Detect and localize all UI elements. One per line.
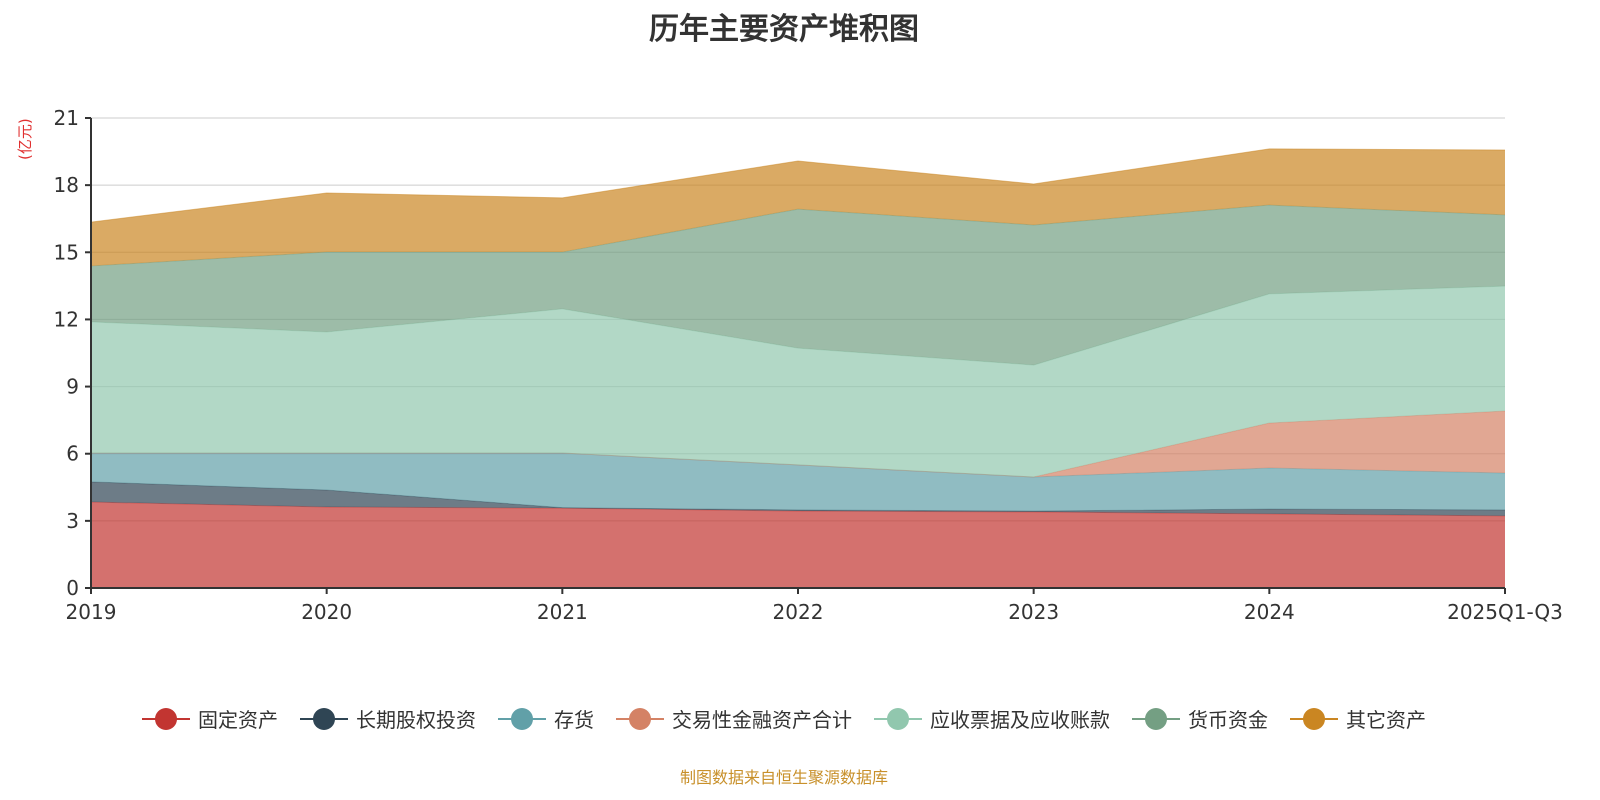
x-tick-label: 2024 (1244, 600, 1295, 624)
legend-item[interactable]: 应收票据及应收账款 (874, 704, 1110, 733)
legend-marker-icon (142, 707, 190, 731)
legend-label: 固定资产 (198, 708, 278, 732)
series-line-6 (90, 148, 1506, 223)
legend-item[interactable]: 货币资金 (1132, 704, 1268, 733)
y-tick-label: 18 (54, 173, 79, 197)
area-1 (91, 481, 1505, 516)
area-2 (91, 453, 1505, 512)
area-6 (91, 148, 1505, 266)
legend-marker-icon (300, 707, 348, 731)
legend-label: 应收票据及应收账款 (930, 708, 1110, 732)
legend-item[interactable]: 其它资产 (1290, 704, 1426, 733)
area-0 (91, 502, 1505, 588)
y-tick-label: 6 (66, 442, 79, 466)
legend-marker-icon (874, 707, 922, 731)
legend: 固定资产 长期股权投资 存货 交易性金融资产合计 应收票据及应收账款 货币资金 其它资产 (0, 704, 1568, 733)
legend-marker-icon (616, 707, 664, 731)
chart-title: 历年主要资产堆积图 (649, 12, 919, 47)
legend-marker-icon (498, 707, 546, 731)
legend-marker-icon (1290, 707, 1338, 731)
x-tick-label: 2025Q1-Q3 (1447, 600, 1563, 624)
stacked-area-chart: 0 3 6 9 12 15 18 21 2019 2020 2021 2022 2023 2024 2025… (54, 106, 1563, 624)
legend-label: 交易性金融资产合计 (672, 708, 852, 732)
area-3 (91, 410, 1505, 477)
x-tick-label: 2019 (66, 600, 117, 624)
y-tick-label: 12 (54, 307, 79, 331)
legend-item[interactable]: 固定资产 (142, 704, 278, 733)
legend-label: 货币资金 (1188, 708, 1268, 732)
source-note: 制图数据来自恒生聚源数据库 (679, 768, 888, 787)
y-tick-label: 3 (66, 509, 79, 533)
legend-label: 长期股权投资 (356, 708, 476, 732)
x-tick-label: 2021 (537, 600, 588, 624)
y-tick-label: 9 (66, 375, 79, 399)
legend-label: 存货 (554, 708, 594, 732)
x-tick-label: 2023 (1008, 600, 1059, 624)
legend-marker-icon (1132, 707, 1180, 731)
legend-item[interactable]: 长期股权投资 (300, 704, 476, 733)
area-4 (91, 286, 1505, 477)
x-tick-label: 2020 (301, 600, 352, 624)
legend-item[interactable]: 存货 (498, 704, 594, 733)
y-tick-label: 21 (54, 106, 79, 130)
x-tick-label: 2022 (773, 600, 824, 624)
legend-label: 其它资产 (1346, 708, 1426, 732)
legend-item[interactable]: 交易性金融资产合计 (616, 704, 852, 733)
area-5 (91, 205, 1505, 366)
y-tick-label: 0 (66, 576, 79, 600)
y-tick-label: 15 (54, 240, 79, 264)
